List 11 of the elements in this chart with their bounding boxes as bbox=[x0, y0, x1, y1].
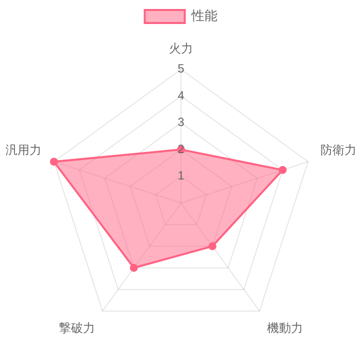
spoke-label: 撃破力 bbox=[58, 321, 95, 336]
y-tick-label: 2 bbox=[178, 142, 185, 156]
spoke-label: 汎用力 bbox=[6, 142, 42, 157]
spoke-label: 防衛力 bbox=[320, 142, 356, 157]
y-tick-label: 3 bbox=[178, 115, 185, 130]
y-tick-label: 5 bbox=[178, 62, 185, 76]
spoke-label: 火力 bbox=[169, 42, 193, 56]
y-tick-label: 4 bbox=[178, 88, 185, 102]
y-tick-label: 1 bbox=[178, 168, 185, 183]
legend-label: 性能 bbox=[190, 8, 218, 24]
spoke-label: 機動力 bbox=[267, 321, 304, 336]
